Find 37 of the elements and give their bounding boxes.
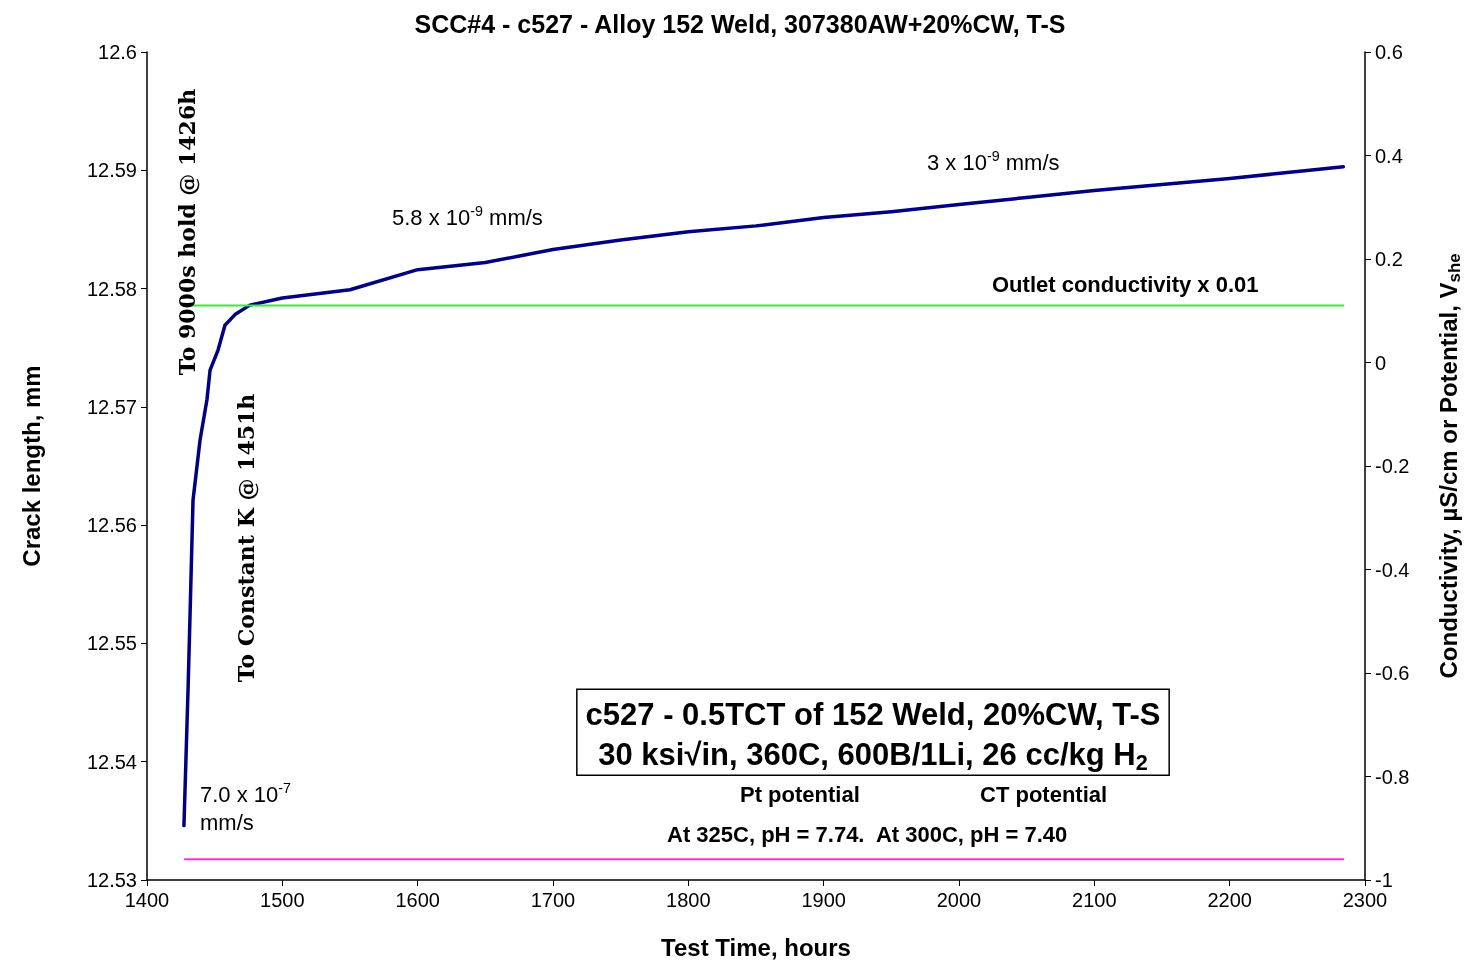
- y2-tick-label: -0.2: [1375, 455, 1410, 477]
- y2-tick-label: -0.6: [1375, 662, 1410, 684]
- x-tick-label: 1700: [530, 889, 576, 911]
- x-tick-label: 1600: [395, 889, 440, 911]
- y-tick-label: 12.54: [86, 750, 137, 773]
- y-tick-label: 12.56: [86, 514, 137, 537]
- annotation: To Constant K @ 1451h: [233, 393, 259, 683]
- y2-axis-title: Conductivity, µS/cm or Potential, Vshe: [1435, 253, 1465, 679]
- x-tick-label: 2200: [1207, 889, 1252, 911]
- y-tick-label: 12.58: [86, 277, 137, 300]
- y-tick-label: 12.53: [86, 869, 137, 891]
- x-tick-label: 1900: [801, 889, 846, 911]
- x-tick-label: 1800: [666, 889, 711, 911]
- x-axis-title: Test Time, hours: [661, 934, 851, 962]
- y2-tick-label: -1: [1375, 869, 1393, 891]
- annotation: To 9000s hold @ 1426h: [174, 88, 200, 376]
- chart-title: SCC#4 - c527 - Alloy 152 Weld, 307380AW+20%CW, T-S: [414, 9, 1066, 38]
- y-tick-label: 12.57: [86, 395, 137, 418]
- y2-tick-label: 0.4: [1375, 144, 1403, 167]
- y-axis-title: Crack length, mm: [17, 365, 45, 567]
- y2-tick-label: 0.2: [1375, 248, 1403, 270]
- x-tick-label: 1400: [124, 889, 170, 911]
- y-tick-label: 12.55: [86, 632, 137, 655]
- y2-tick-label: -0.8: [1375, 765, 1410, 788]
- x-tick-label: 2300: [1342, 889, 1388, 911]
- y-tick-label: 12.6: [98, 41, 137, 63]
- x-tick-label: 2000: [936, 889, 982, 911]
- annotation: Outlet conductivity x 0.01: [992, 271, 1259, 297]
- y2-tick-label: 0: [1375, 351, 1387, 374]
- annotation: At 325C, pH = 7.74. At 300C, pH = 7.40: [667, 821, 1068, 847]
- x-tick-label: 2100: [1072, 889, 1117, 911]
- annotation: Pt potential: [740, 781, 860, 807]
- x-tick-label: 1500: [260, 889, 305, 911]
- y2-tick-label: -0.4: [1375, 558, 1410, 581]
- y-tick-label: 12.59: [86, 159, 137, 182]
- y2-tick-label: 0.6: [1375, 41, 1403, 63]
- annotation: CT potential: [980, 781, 1108, 807]
